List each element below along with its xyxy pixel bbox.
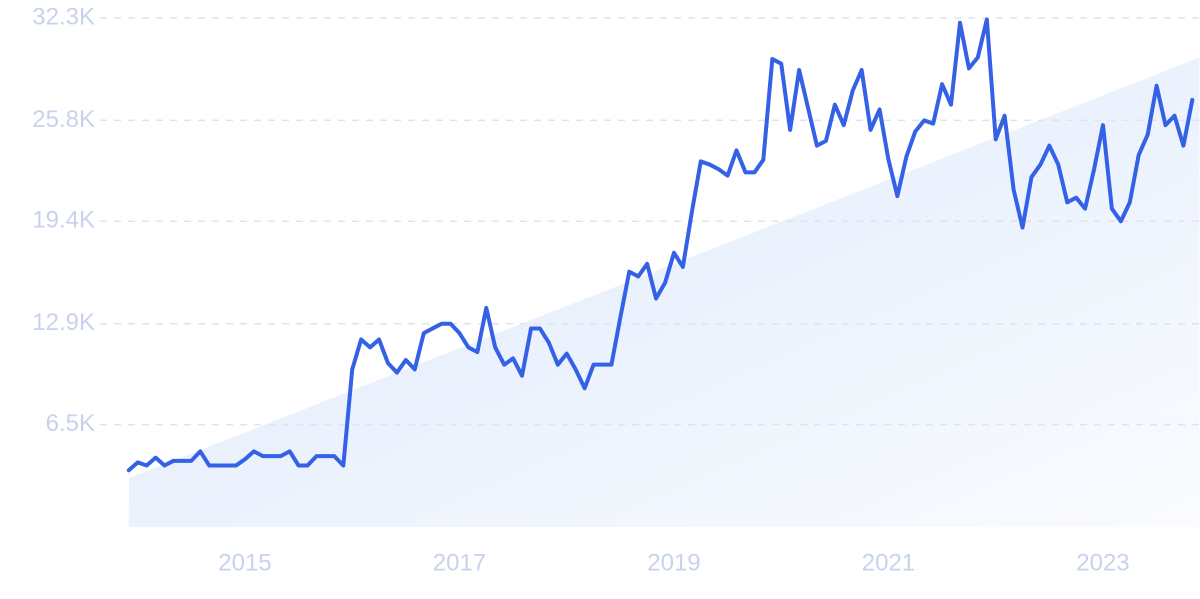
- y-tick-label: 19.4K: [32, 207, 95, 234]
- y-tick-label: 6.5K: [46, 410, 95, 437]
- x-tick-label: 2015: [218, 549, 271, 576]
- x-tick-label: 2017: [433, 549, 486, 576]
- y-tick-label: 12.9K: [32, 309, 95, 336]
- line: [126, 17, 1195, 473]
- trend-area: [128, 57, 1200, 527]
- x-tick-label: 2019: [647, 549, 700, 576]
- x-tick-label: 2023: [1076, 549, 1129, 576]
- y-tick-label: 32.3K: [32, 3, 95, 30]
- y-tick-label: 25.8K: [32, 106, 95, 133]
- x-tick-label: 2021: [862, 549, 915, 576]
